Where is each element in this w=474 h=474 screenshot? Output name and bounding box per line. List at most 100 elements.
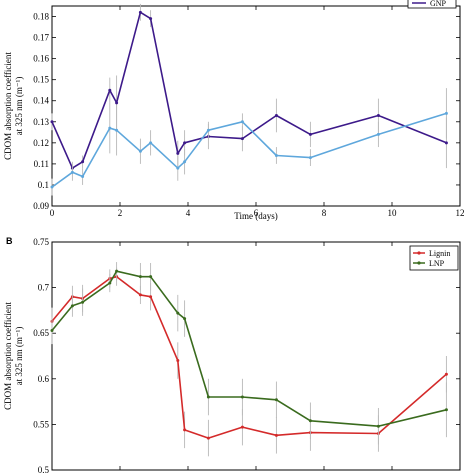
panel-b-series-lignin-line (51, 275, 447, 439)
panel-b-series-lignin-point (240, 425, 244, 429)
panel-b-chart: B 0.5 0.55 0.6 0.65 0.7 0.75 CDOM absorption … (3, 236, 461, 474)
panel-b-series-lignin-point (274, 433, 278, 437)
panel-a-x-axis-title: Time (days) (234, 211, 277, 221)
panel-a-x-tick-label: 6 (254, 208, 259, 218)
panel-a-y-axis-title-line2: at 325 nm (m⁻¹) (14, 77, 24, 136)
panel-b-y-tick-label: 0.5 (38, 465, 50, 474)
panel-a-series-unnamed-1-point (183, 160, 187, 164)
panel-a-series-unnamed-1-line (51, 112, 447, 188)
panel-b-series-lnp-line (51, 270, 447, 428)
panel-a-y-tick-label: 0.16 (33, 54, 49, 64)
panel-a-series-gnp-point (81, 160, 85, 164)
panel-b-series-lnp-point (108, 281, 112, 285)
panel-a-series-gnp-point (274, 113, 278, 117)
panel-a-series-gnp-point (176, 151, 180, 155)
panel-b-legend: Lignin LNP (409, 245, 459, 271)
panel-b-series-lnp-point (240, 395, 244, 399)
panel-b-y-tick-label: 0.6 (38, 374, 50, 384)
panel-b-series-lignin-point (206, 436, 210, 440)
panel-a-series-gnp-point (308, 132, 312, 136)
panel-b-legend-box (409, 245, 459, 271)
panel-a-series-gnp-point (444, 141, 448, 145)
panel-a-series-unnamed-1-point (206, 128, 210, 132)
panel-a-series-gnp-point (115, 101, 119, 105)
panel-a-y-tick-label: 0.1 (38, 180, 49, 190)
panel-b-series-lignin-point (138, 293, 142, 297)
panel-b-series-lnp-point (176, 311, 180, 315)
panel-b-series-lnp-point (70, 304, 74, 308)
panel-a-series-unnamed-1-point (176, 166, 180, 170)
panel-a-x-tick-label: 4 (186, 208, 191, 218)
panel-a-chart: 0.09 0.1 0.11 0.12 0.13 0.14 0.15 0.16 0.17 0.18 0… (3, 0, 465, 221)
panel-b-letter: B (6, 236, 13, 246)
panel-a-y-tick-label: 0.11 (34, 159, 49, 169)
panel-a-y-tick-label: 0.12 (33, 138, 49, 148)
panel-b-series-lnp-point (308, 419, 312, 423)
panel-b-y-tick-label: 0.7 (38, 283, 50, 293)
panel-a-legend-label-gnp: GNP (430, 0, 447, 8)
panel-a-x-tick-label: 10 (388, 208, 398, 218)
panel-b-y-tick-label: 0.65 (33, 328, 49, 338)
panel-b-series-lnp-point (183, 317, 187, 321)
panel-a-ticks: 0.09 0.1 0.11 0.12 0.13 0.14 0.15 0.16 0.17 0.18 0… (33, 6, 465, 218)
panel-a-series-unnamed-1-point (81, 175, 85, 179)
panel-a-y-tick-label: 0.13 (33, 117, 49, 127)
panel-b-series-lnp-point (274, 398, 278, 402)
panel-a-series-unnamed-1-point (376, 132, 380, 136)
panel-a-series-unnamed-1-point (108, 126, 112, 130)
panel-a-series-gnp-point (138, 10, 142, 14)
panel-a-series-unnamed-1-point (149, 141, 153, 145)
panel-b-series-lnp-point (138, 275, 142, 279)
panel-a-y-tick-label: 0.14 (33, 96, 49, 106)
panel-b-series-lnp-point (81, 300, 85, 304)
panel-a-plot-frame (51, 5, 461, 207)
panel-a-y-tick-label: 0.09 (33, 201, 49, 211)
panel-a-x-tick-label: 0 (50, 208, 55, 218)
panel-a-y-tick-label: 0.17 (33, 33, 49, 43)
panel-a-series-unnamed-1-point (274, 153, 278, 157)
panel-b-series-lnp-point (50, 328, 54, 332)
panel-b-series-lignin-point (149, 295, 153, 299)
panel-b-series-lignin-point (176, 359, 180, 363)
panel-b-series-lignin-point (183, 428, 187, 432)
panel-b-series-lnp-point (206, 395, 210, 399)
panel-a-legend-box (407, 0, 457, 9)
panel-a-series-gnp-point (376, 113, 380, 117)
panel-a-series-gnp-point (240, 137, 244, 141)
panel-a-x-tick-label: 12 (456, 208, 465, 218)
panel-a-series-gnp-point (108, 88, 112, 92)
panel-a-series-unnamed-1-point (444, 111, 448, 115)
panel-b-legend-label-lignin: Lignin (429, 249, 450, 258)
panel-b-series-lnp-point (444, 408, 448, 412)
panel-a-y-tick-label: 0.15 (33, 75, 49, 85)
panel-b-y-tick-label: 0.75 (33, 237, 49, 247)
panel-a-series-gnp-point (149, 17, 153, 21)
panel-b-legend-marker-lnp (417, 261, 421, 265)
panel-a-series-unnamed-1-point (115, 128, 119, 132)
panel-b-y-axis-title-line1: CDOM absorption coefficient (3, 302, 13, 410)
panel-b-y-axis-title-line2: at 325 nm (m⁻¹) (14, 327, 24, 386)
panel-a-series-unnamed-1-point (308, 156, 312, 160)
panel-a-series-unnamed-1-point (138, 149, 142, 153)
panel-b-series-lnp-point (376, 424, 380, 428)
panel-b-y-tick-label: 0.55 (33, 419, 49, 429)
panel-a-legend: GNP (407, 0, 457, 9)
panel-a-series-gnp-point (50, 120, 54, 124)
panel-a-y-axis-title-line1: CDOM absorption coefficient (3, 52, 13, 160)
panel-a-x-tick-label: 2 (118, 208, 123, 218)
panel-b-series-lnp-point (149, 275, 153, 279)
panel-b-series-lnp-point (115, 269, 119, 273)
panel-a-series-unnamed-1-point (50, 185, 54, 189)
panel-b-series (50, 262, 448, 457)
panel-a-series-unnamed-1-point (240, 120, 244, 124)
panel-b-series-lignin-point (444, 372, 448, 376)
panel-b-legend-marker-lignin (417, 251, 421, 255)
panel-a-series-unnamed-1-point (70, 170, 74, 174)
panel-a-series (50, 3, 448, 196)
panel-b-ticks: 0.5 0.55 0.6 0.65 0.7 0.75 (33, 237, 461, 474)
panel-a-series-gnp-point (183, 141, 187, 145)
panel-a-y-tick-label: 0.18 (33, 12, 49, 22)
panel-a-x-tick-label: 8 (322, 208, 327, 218)
panel-b-legend-label-lnp: LNP (429, 259, 445, 268)
